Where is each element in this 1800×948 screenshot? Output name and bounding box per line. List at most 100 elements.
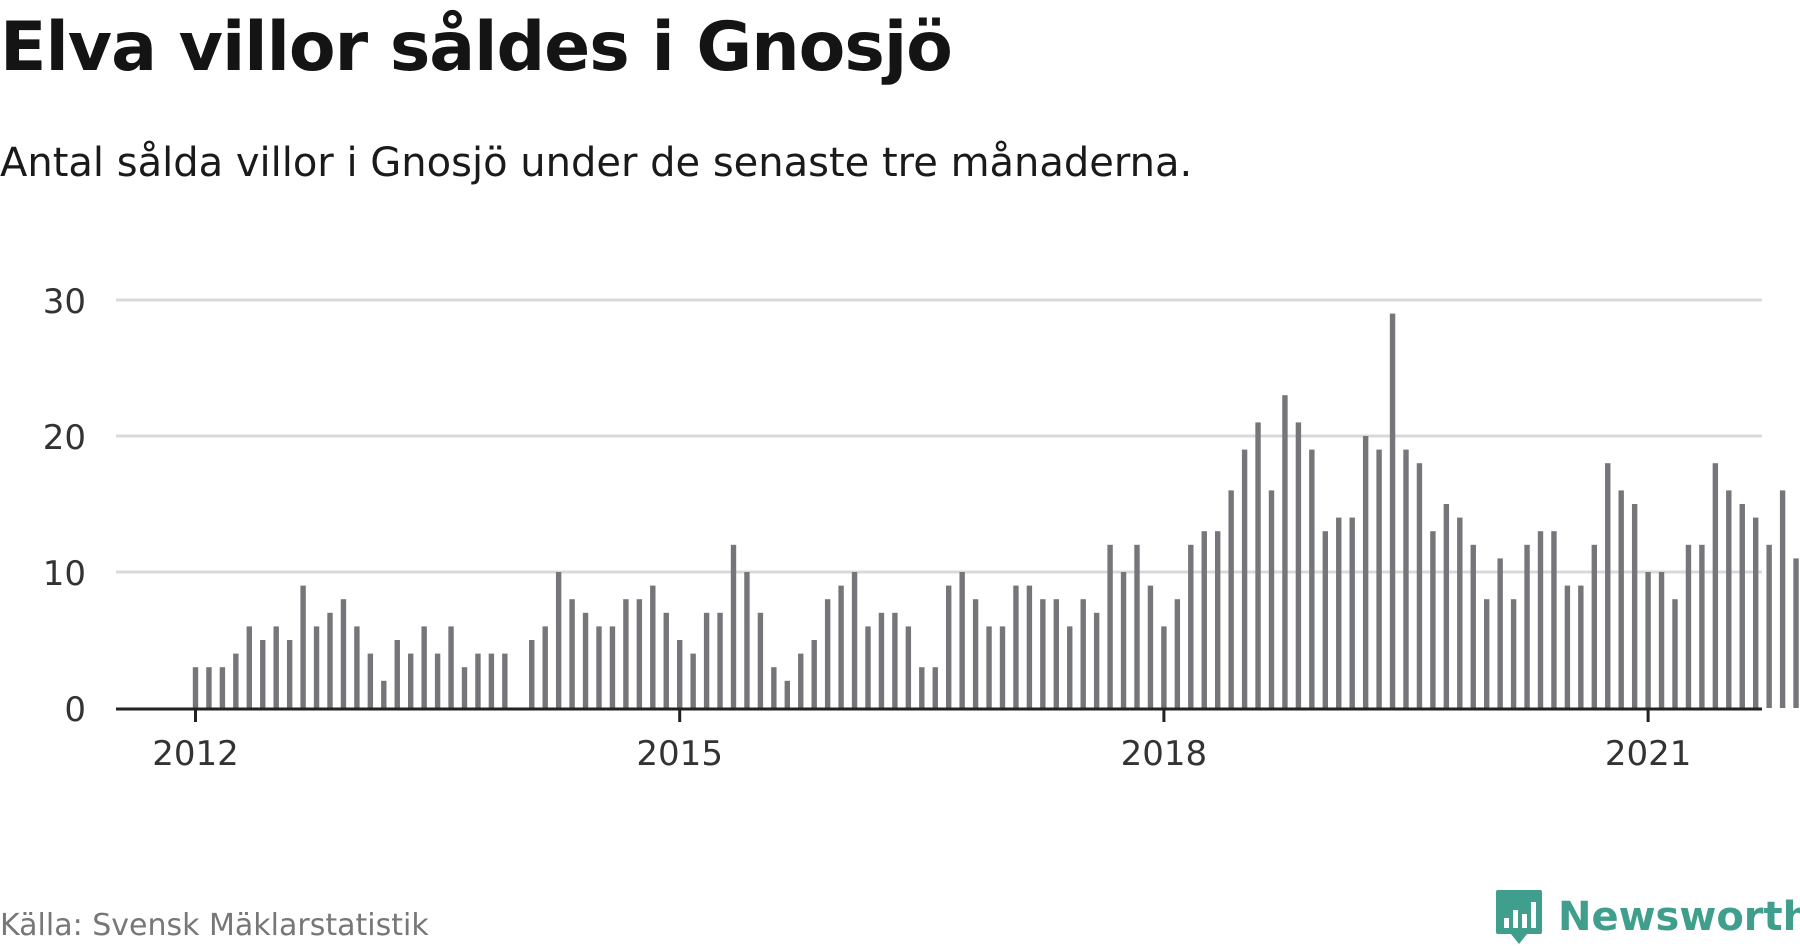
bar <box>744 572 750 708</box>
bar <box>286 640 293 708</box>
bar <box>1537 531 1544 708</box>
bar <box>1188 544 1194 708</box>
bar <box>475 653 481 708</box>
bar <box>636 599 643 708</box>
bar <box>1040 599 1046 708</box>
bar <box>609 626 616 708</box>
bar <box>233 653 239 708</box>
bar <box>798 653 804 708</box>
bar <box>824 599 831 708</box>
bar <box>1349 517 1355 708</box>
bar <box>1107 544 1113 708</box>
bar <box>1013 585 1019 708</box>
bar <box>246 626 252 708</box>
chart-title: Elva villor såldes i Gnosjö <box>0 8 953 87</box>
bar <box>1093 612 1100 708</box>
bar <box>1416 463 1423 708</box>
bar <box>771 667 777 708</box>
bar <box>972 599 979 708</box>
bar <box>959 572 965 708</box>
bar <box>1147 585 1154 708</box>
bar <box>1712 463 1719 708</box>
bar <box>1779 490 1786 708</box>
bar <box>596 626 602 708</box>
bar <box>582 612 589 708</box>
bar <box>313 626 320 708</box>
bar <box>946 585 952 708</box>
bar <box>192 667 199 708</box>
bar <box>1120 572 1127 708</box>
bar <box>1134 544 1140 708</box>
bar <box>434 653 441 708</box>
bar <box>1685 544 1692 708</box>
x-tick-label: 2015 <box>636 734 723 774</box>
bar <box>1336 517 1342 708</box>
y-tick-label: 20 <box>43 418 86 458</box>
bar <box>300 585 306 708</box>
bar <box>730 544 737 708</box>
bar <box>1026 585 1033 708</box>
bar <box>394 640 400 708</box>
bar <box>1309 449 1315 708</box>
bar <box>1631 504 1638 708</box>
bar <box>811 640 817 708</box>
bar <box>340 599 347 708</box>
bar <box>1295 422 1302 708</box>
x-tick-label: 2018 <box>1121 734 1208 774</box>
bar <box>1215 531 1221 708</box>
bar <box>555 572 562 708</box>
chart-subtitle: Antal sålda villor i Gnosjö under de sen… <box>0 140 1193 186</box>
y-tick-label: 10 <box>43 554 86 594</box>
bar <box>892 612 898 708</box>
bar <box>488 653 495 708</box>
bar <box>1443 504 1450 708</box>
bar <box>1658 572 1665 708</box>
bar <box>1389 313 1396 708</box>
bar <box>677 640 683 708</box>
x-tick-label: 2021 <box>1605 734 1692 774</box>
bar <box>1053 599 1059 708</box>
bar <box>381 680 387 708</box>
bar <box>367 653 374 708</box>
bar <box>838 585 844 708</box>
bar <box>623 599 629 708</box>
bar <box>1255 422 1261 708</box>
bar <box>1497 558 1503 708</box>
bar <box>408 653 414 708</box>
bar <box>260 640 266 708</box>
y-axis-ticks: 0 10 20 30 <box>43 282 86 730</box>
bar <box>1376 449 1382 708</box>
bar <box>757 612 764 708</box>
bar <box>717 612 723 708</box>
bar <box>1766 544 1772 708</box>
bar <box>1605 463 1611 708</box>
bar <box>1362 436 1369 708</box>
brand-logo[interactable]: Newsworthy <box>1494 888 1800 946</box>
x-tick-label: 2012 <box>152 734 239 774</box>
source-text: Källa: Svensk Mäklarstatistik <box>0 908 429 943</box>
bar <box>650 585 656 708</box>
bar <box>1618 490 1624 708</box>
bar <box>703 612 710 708</box>
bar <box>448 626 454 708</box>
bar <box>542 626 548 708</box>
bar <box>784 680 790 708</box>
y-tick-label: 0 <box>64 690 86 730</box>
bar <box>1739 504 1745 708</box>
bar <box>1080 599 1086 708</box>
bar <box>932 667 938 708</box>
bar <box>1753 517 1759 708</box>
y-tick-label: 30 <box>43 282 86 322</box>
bar <box>1591 544 1597 708</box>
bar <box>219 667 226 708</box>
bar <box>1403 449 1409 708</box>
bar <box>1322 531 1328 708</box>
bars <box>192 313 1799 708</box>
bar <box>1241 449 1248 708</box>
bar <box>1457 517 1463 708</box>
bar <box>919 667 925 708</box>
bar <box>1282 395 1288 708</box>
bar <box>1510 599 1517 708</box>
gridlines <box>116 298 1762 574</box>
